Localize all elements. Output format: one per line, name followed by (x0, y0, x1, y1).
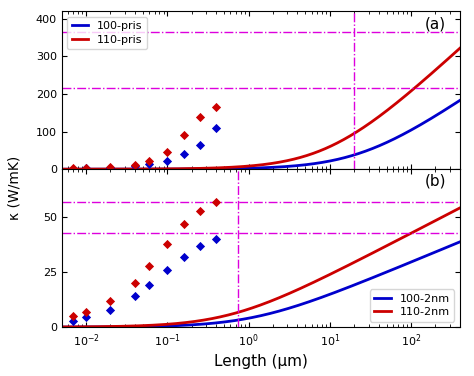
Legend: 100-pris, 110-pris: 100-pris, 110-pris (67, 17, 147, 49)
110-pris (59, 167, 64, 171)
100-2nm (83, 325, 89, 329)
Point (146, 263, 153, 269)
110-pris (301, 154, 306, 159)
Text: (b): (b) (424, 174, 446, 189)
Point (212, 104, 220, 110)
Point (212, 125, 220, 131)
100-pris (401, 131, 407, 136)
Point (82, 314, 90, 320)
Point (180, 132, 188, 138)
Point (131, 293, 139, 299)
100-2nm (290, 305, 296, 309)
X-axis label: Length (μm): Length (μm) (214, 354, 308, 369)
Point (196, 243, 203, 249)
Point (196, 114, 203, 120)
Legend: 100-2nm, 110-2nm: 100-2nm, 110-2nm (370, 290, 454, 321)
100-pris (290, 164, 296, 168)
Line: 100-2nm: 100-2nm (62, 242, 460, 327)
Point (164, 267, 171, 273)
Point (107, 165, 114, 171)
Point (180, 254, 188, 260)
100-2nm (301, 302, 306, 306)
110-2nm (312, 279, 318, 284)
110-2nm (83, 324, 89, 329)
Point (146, 161, 153, 167)
Point (180, 221, 188, 227)
Point (107, 164, 114, 170)
110-2nm (457, 206, 463, 210)
100-2nm (59, 325, 64, 329)
110-pris (290, 157, 296, 162)
Point (70, 165, 77, 171)
Line: 110-pris: 110-pris (62, 49, 460, 169)
110-2nm (401, 234, 407, 239)
110-pris (312, 150, 318, 155)
Point (131, 163, 139, 169)
100-pris (457, 98, 463, 103)
110-2nm (361, 255, 366, 260)
Point (164, 149, 171, 155)
110-2nm (290, 290, 296, 294)
Point (146, 282, 153, 288)
100-2nm (457, 240, 463, 244)
Point (82, 165, 90, 171)
110-pris (457, 46, 463, 51)
Line: 100-pris: 100-pris (62, 100, 460, 169)
110-pris (361, 125, 366, 130)
100-pris (59, 167, 64, 171)
Text: (a): (a) (425, 16, 446, 31)
Point (146, 158, 153, 164)
Point (107, 306, 114, 312)
Point (212, 237, 220, 243)
Line: 110-2nm: 110-2nm (62, 208, 460, 327)
Text: κ (W/mK): κ (W/mK) (7, 156, 21, 220)
Point (70, 165, 77, 171)
110-2nm (59, 325, 64, 329)
100-pris (83, 167, 89, 171)
110-pris (401, 94, 407, 99)
110-2nm (301, 285, 306, 290)
Point (164, 158, 171, 164)
Point (164, 241, 171, 247)
Point (82, 309, 90, 315)
Point (70, 313, 77, 319)
Point (212, 199, 220, 205)
110-pris (83, 167, 89, 171)
100-2nm (401, 262, 407, 267)
Point (196, 208, 203, 214)
Point (107, 298, 114, 304)
Point (82, 165, 90, 171)
100-pris (312, 161, 318, 166)
Point (70, 317, 77, 323)
Point (180, 151, 188, 157)
100-pris (301, 163, 306, 167)
Point (131, 162, 139, 168)
100-pris (361, 150, 366, 154)
Point (131, 280, 139, 286)
100-2nm (312, 297, 318, 302)
Point (196, 142, 203, 148)
100-2nm (361, 279, 366, 284)
